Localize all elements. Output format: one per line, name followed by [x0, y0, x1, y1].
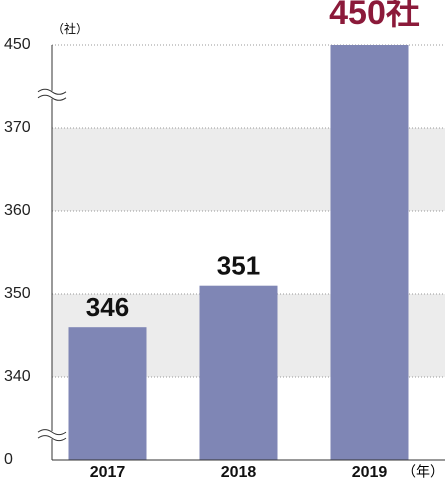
value-label: 351: [217, 251, 260, 281]
bar: [330, 45, 409, 460]
bar: [68, 327, 147, 460]
axis-break: [37, 94, 67, 101]
y-tick-label: 370: [4, 119, 31, 136]
value-label: 450社: [329, 0, 420, 32]
y-unit: （社）: [52, 21, 88, 36]
y-tick-label: 0: [4, 451, 13, 468]
x-tick-label: 2017: [90, 464, 126, 480]
axis-break-gap: [38, 431, 66, 440]
y-tick-label: 450: [4, 36, 31, 53]
axis-break-gap: [38, 90, 66, 99]
axis-break: [37, 88, 67, 95]
axis-break: [37, 429, 67, 436]
y-tick-label: 360: [4, 202, 31, 219]
x-tick-label: 2019: [352, 464, 388, 480]
axis-break: [37, 435, 67, 442]
y-tick-label: 340: [4, 368, 31, 385]
value-label: 346: [86, 292, 129, 322]
bar: [199, 285, 278, 460]
x-tick-label: 2018: [221, 464, 257, 480]
x-unit: （年）: [402, 464, 444, 480]
y-tick-label: 350: [4, 285, 31, 302]
